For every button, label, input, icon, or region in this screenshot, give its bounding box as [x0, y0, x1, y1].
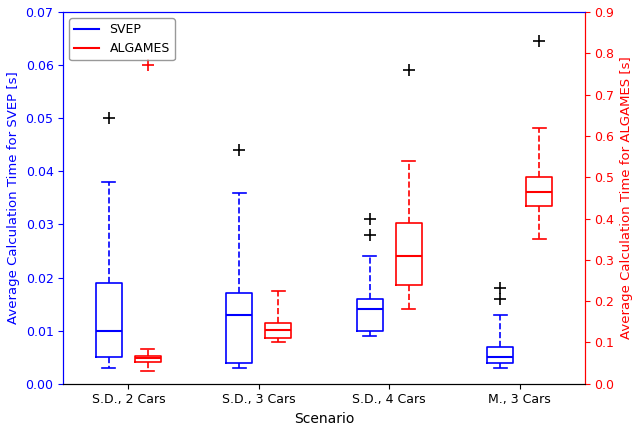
Y-axis label: Average Calculation Time for SVEP [s]: Average Calculation Time for SVEP [s] [7, 71, 20, 324]
X-axis label: Scenario: Scenario [294, 412, 354, 426]
Y-axis label: Average Calculation Time for ALGAMES [s]: Average Calculation Time for ALGAMES [s] [620, 56, 633, 339]
Legend: SVEP, ALGAMES: SVEP, ALGAMES [70, 18, 175, 61]
